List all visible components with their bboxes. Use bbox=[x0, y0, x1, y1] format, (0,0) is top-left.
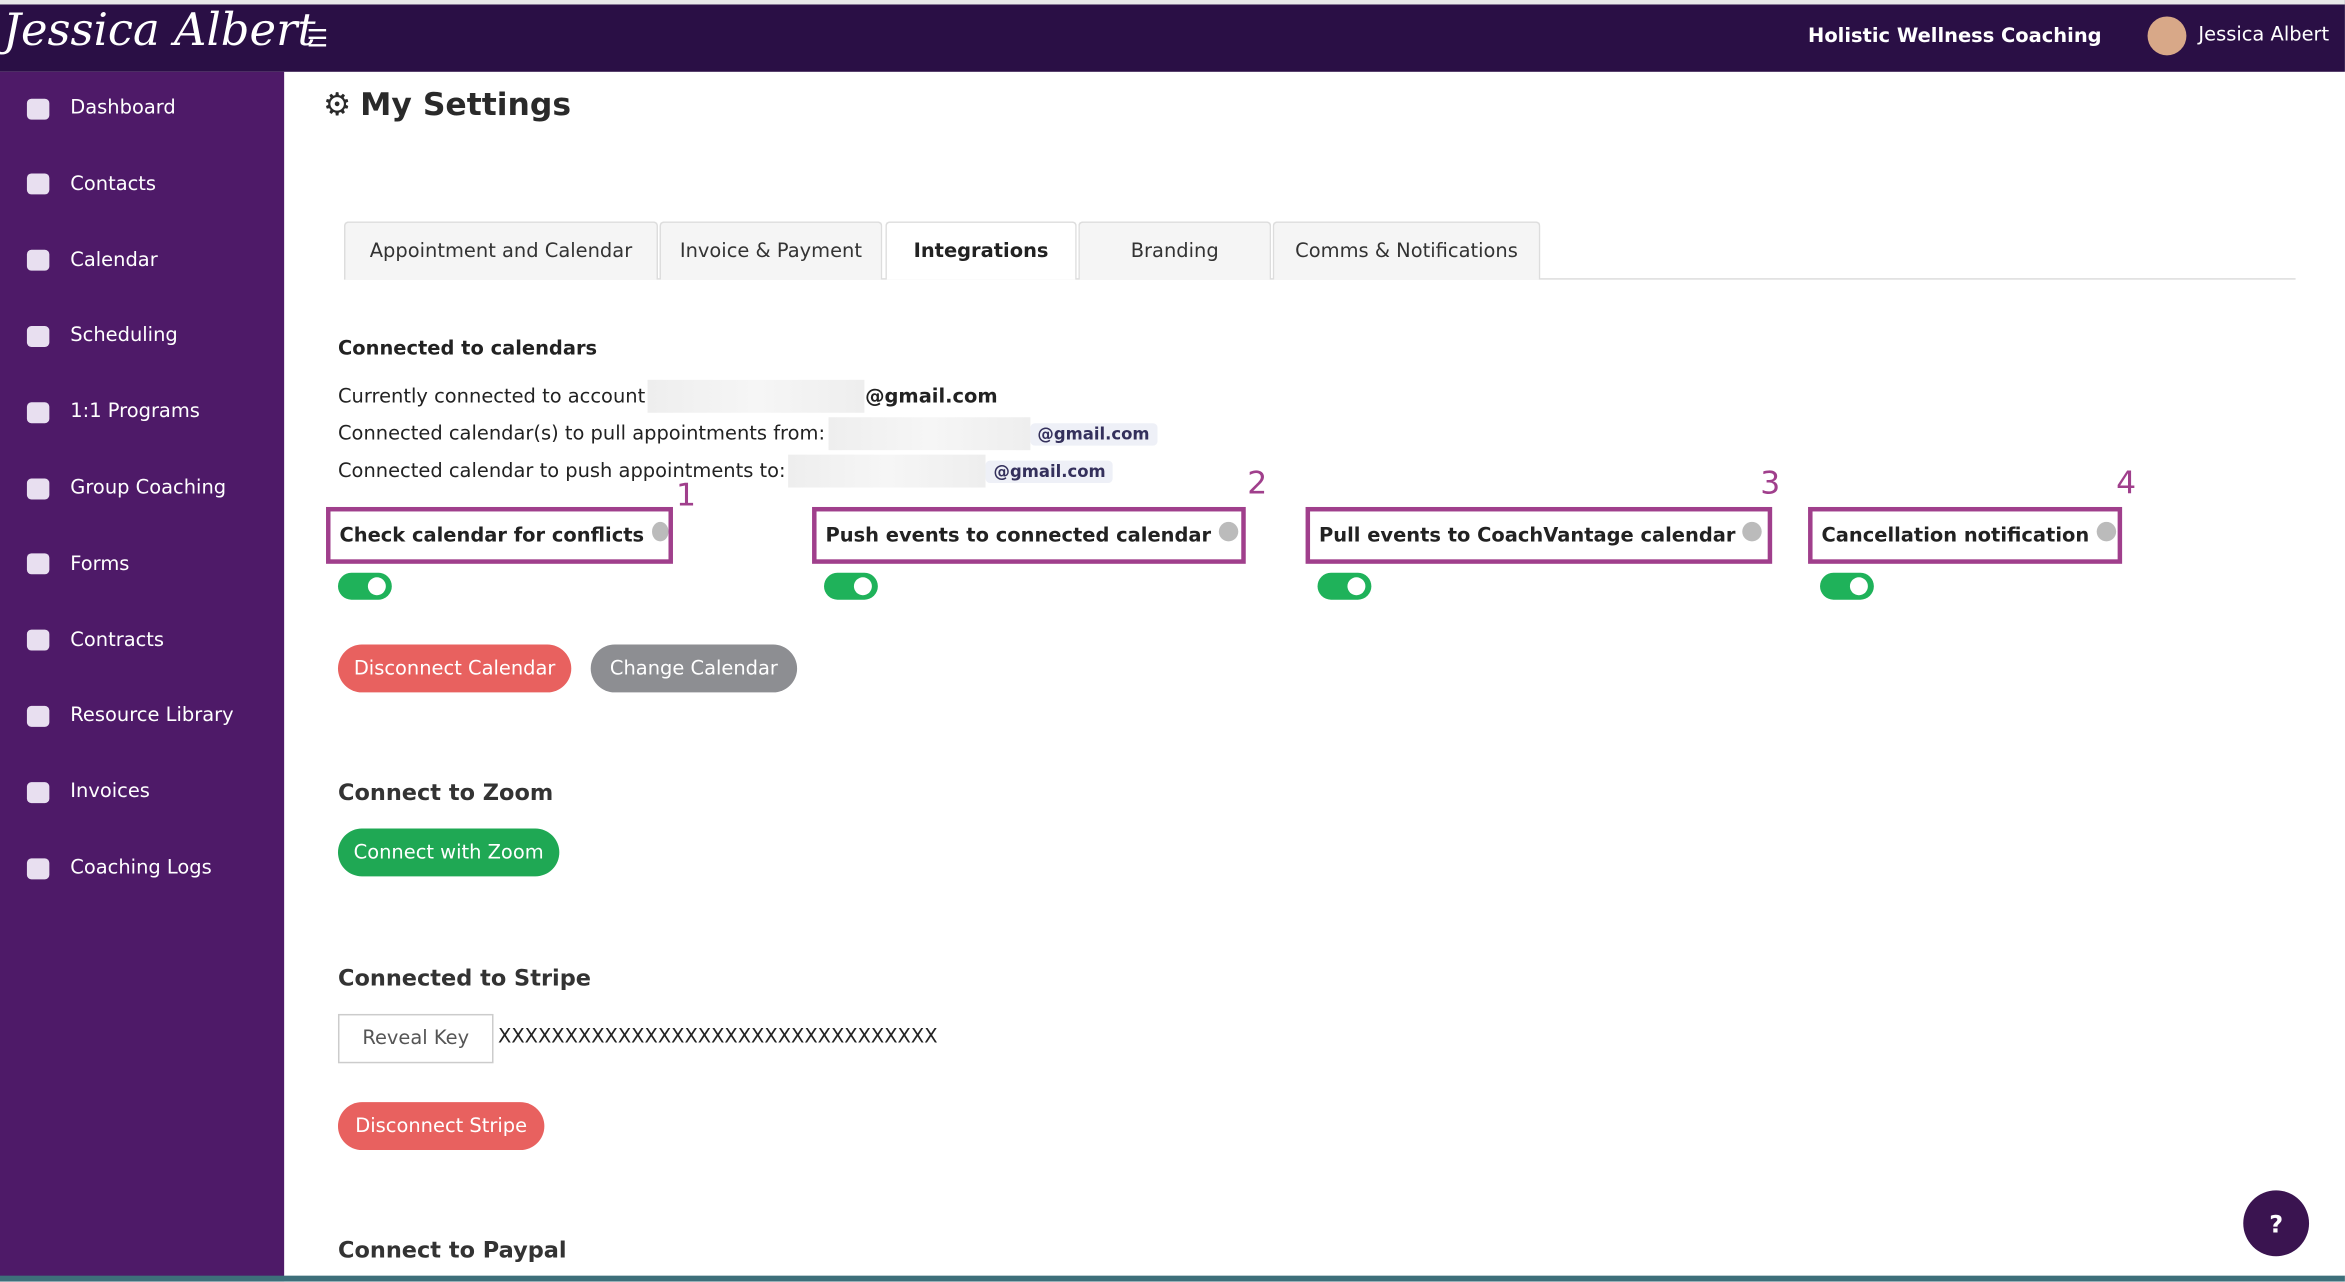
highlight-box: Cancellation notification bbox=[1808, 506, 2123, 564]
help-icon[interactable] bbox=[2096, 521, 2117, 541]
nav-item[interactable]: Resource Library bbox=[26, 704, 234, 728]
nav-icon bbox=[26, 705, 50, 727]
help-icon[interactable] bbox=[651, 521, 669, 541]
disconnect-calendar[interactable]: Disconnect Calendar bbox=[337, 644, 572, 693]
nav-item[interactable]: Calendar bbox=[26, 249, 158, 272]
tab[interactable]: Integrations bbox=[885, 221, 1077, 280]
nav-item[interactable]: Group Coaching bbox=[26, 477, 227, 500]
nav-item[interactable]: Invoices bbox=[26, 780, 150, 804]
disconnect-stripe[interactable]: Disconnect Stripe bbox=[337, 1102, 545, 1151]
change-calendar[interactable]: Change Calendar bbox=[590, 644, 798, 693]
info-row: Connected calendar to push appointments … bbox=[337, 454, 1114, 488]
toggle-label: Check calendar for conflicts bbox=[339, 524, 645, 547]
nav-icon bbox=[26, 629, 50, 651]
nav-icon bbox=[26, 325, 50, 347]
help-button[interactable]: ? bbox=[2243, 1190, 2310, 1257]
sidebar: Dashboard Contacts Calendar Scheduling 1:1 P… bbox=[0, 71, 285, 1282]
nav-label: Contacts bbox=[70, 173, 157, 196]
info-label: Connected calendar to push appointments … bbox=[337, 459, 786, 483]
tab[interactable]: Invoice & Payment bbox=[659, 221, 883, 280]
email: @gmail.com bbox=[1029, 422, 1158, 445]
nav-label: Coaching Logs bbox=[70, 856, 212, 880]
nav-label: Forms bbox=[70, 553, 130, 576]
highlight-box: Pull events to CoachVantage calendar bbox=[1305, 506, 1773, 564]
toggle-switch[interactable] bbox=[1317, 572, 1372, 600]
connect-zoom[interactable]: Connect with Zoom bbox=[337, 828, 560, 877]
toggle-switch[interactable] bbox=[824, 572, 878, 600]
brand-logo[interactable]: Jessica Albert bbox=[2, 4, 316, 57]
title-text: My Settings bbox=[360, 86, 572, 123]
nav-label: Calendar bbox=[70, 249, 158, 272]
toggle-switch[interactable] bbox=[337, 572, 392, 600]
info-row: Currently connected to account @gmail.com bbox=[337, 379, 998, 413]
bottom-edge bbox=[0, 1275, 2345, 1282]
redacted bbox=[827, 417, 1030, 451]
nav-icon bbox=[26, 781, 50, 803]
info-row: Connected calendar(s) to pull appointmen… bbox=[337, 417, 1158, 451]
nav-label: Contracts bbox=[70, 628, 165, 652]
info-label: Connected calendar(s) to pull appointmen… bbox=[337, 422, 826, 445]
nav-item[interactable]: Dashboard bbox=[26, 97, 176, 120]
nav-icon bbox=[26, 97, 50, 119]
nav-item[interactable]: Scheduling bbox=[26, 325, 178, 348]
org-name[interactable]: Holistic Wellness Coaching bbox=[1808, 25, 2102, 48]
toggle-switch[interactable] bbox=[1820, 572, 1874, 600]
nav-item[interactable]: 1:1 Programs bbox=[26, 401, 200, 424]
nav-item[interactable]: Coaching Logs bbox=[26, 856, 212, 880]
annotation-number: 4 bbox=[2116, 465, 2137, 501]
help-icon[interactable] bbox=[1218, 521, 1239, 541]
info-label: Currently connected to account bbox=[337, 385, 646, 408]
redacted bbox=[648, 379, 866, 413]
tab[interactable]: Comms & Notifications bbox=[1272, 221, 1541, 280]
annotation-number: 2 bbox=[1247, 465, 1268, 501]
highlight-box: Check calendar for conflicts bbox=[326, 506, 673, 564]
nav-item[interactable]: Forms bbox=[26, 553, 130, 576]
nav-icon bbox=[26, 857, 50, 879]
nav-label: Scheduling bbox=[70, 325, 178, 348]
section-heading: Connect to Paypal bbox=[337, 1236, 567, 1264]
email: @gmail.com bbox=[986, 459, 1114, 483]
nav-label: 1:1 Programs bbox=[70, 401, 200, 424]
section-heading: Connected to calendars bbox=[337, 337, 598, 361]
nav-icon bbox=[26, 249, 50, 271]
nav-icon bbox=[26, 553, 50, 575]
help-icon[interactable] bbox=[1742, 521, 1763, 541]
nav-label: Dashboard bbox=[70, 97, 176, 120]
nav-icon bbox=[26, 401, 50, 423]
reveal-key[interactable]: Reveal Key bbox=[337, 1013, 494, 1064]
toggle-label: Cancellation notification bbox=[1821, 524, 2090, 547]
avatar[interactable] bbox=[2147, 16, 2187, 56]
nav-icon bbox=[26, 477, 50, 499]
nav-icon bbox=[26, 173, 50, 195]
toggle-label: Push events to connected calendar bbox=[825, 524, 1212, 547]
email: @gmail.com bbox=[865, 385, 998, 408]
menu-toggle[interactable]: ☰ bbox=[306, 23, 329, 53]
nav-item[interactable]: Contacts bbox=[26, 173, 157, 196]
tab[interactable]: Branding bbox=[1078, 221, 1272, 280]
nav-label: Invoices bbox=[70, 780, 150, 804]
toggle-label: Pull events to CoachVantage calendar bbox=[1319, 524, 1736, 547]
nav-item[interactable]: Contracts bbox=[26, 628, 165, 652]
annotation-number: 1 bbox=[675, 477, 696, 513]
nav-label: Resource Library bbox=[70, 704, 234, 728]
user-name[interactable]: Jessica Albert bbox=[2198, 23, 2330, 47]
annotation-number: 3 bbox=[1760, 465, 1781, 501]
section-heading: Connected to Stripe bbox=[337, 964, 591, 992]
page-title: ⚙ My Settings bbox=[323, 86, 572, 123]
section-heading: Connect to Zoom bbox=[337, 779, 554, 807]
highlight-box: Push events to connected calendar bbox=[812, 506, 1246, 564]
tab[interactable]: Appointment and Calendar bbox=[343, 221, 659, 280]
top-bar: Jessica Albert ☰ Holistic Wellness Coach… bbox=[0, 0, 2345, 72]
redacted bbox=[788, 454, 987, 488]
stripe-key: XXXXXXXXXXXXXXXXXXXXXXXXXXXXXXXXX bbox=[498, 1025, 938, 1049]
nav-label: Group Coaching bbox=[70, 477, 227, 500]
